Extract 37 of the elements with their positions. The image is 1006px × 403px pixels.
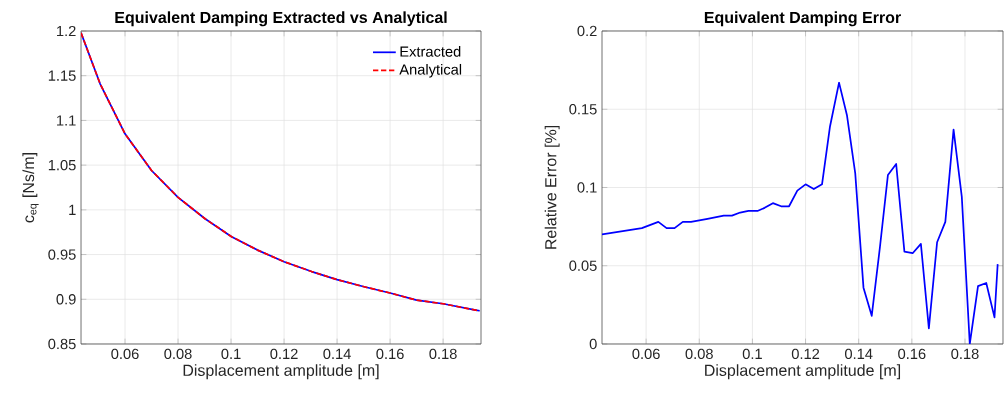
x-tick-label: 0.08 [685,348,713,360]
x-tick-label: 0.08 [164,348,192,360]
x-tick-label: 0.16 [376,348,404,360]
chart-title: Equivalent Damping Extracted vs Analytical [115,11,447,27]
line-series [81,31,481,312]
line-series [602,81,999,344]
y-tick-label: 0.2 [577,25,597,37]
y-axis-title: c$_{eq}$ [Ns/m] [22,153,39,223]
y-tick-label: 1.2 [57,25,76,37]
x-tick-label: 0.12 [791,348,820,360]
x-tick-label: 0.14 [844,348,873,360]
y-tick-label: 0.9 [56,294,76,305]
legend-label: Extracted [400,45,461,57]
x-tick-label: 0.18 [951,348,979,360]
y-tick-label: 0 [589,338,597,350]
y-tick-label: 0.1 [577,182,597,193]
x-tick-label: 0.06 [111,348,139,360]
x-axis-title: Displacement amplitude [m] [183,364,379,380]
y-tick-label: 0.15 [569,104,597,115]
y-tick-label: 0.05 [569,260,597,271]
y-axis-title: Relative Error [%] [544,125,560,249]
x-tick-label: 0.14 [323,348,351,360]
x-tick-label: 0.18 [429,348,457,360]
x-tick-label: 0.12 [270,348,298,360]
x-axis-title: Displacement amplitude [m] [705,364,901,380]
y-tick-label: 1 [69,204,76,215]
legend-label: Analytical [399,63,462,78]
y-tick-label: 1.1 [57,115,76,126]
y-tick-label: 0.85 [48,338,76,350]
x-tick-label: 0.1 [742,348,762,360]
y-tick-label: 1.05 [48,159,76,171]
x-tick-label: 0.16 [898,348,926,360]
chart-title: Equivalent Damping Error [704,11,901,27]
x-tick-label: 0.1 [221,348,241,360]
x-tick-label: 0.06 [632,348,660,360]
y-tick-label: 0.95 [48,249,76,260]
y-tick-label: 1.15 [48,70,76,81]
